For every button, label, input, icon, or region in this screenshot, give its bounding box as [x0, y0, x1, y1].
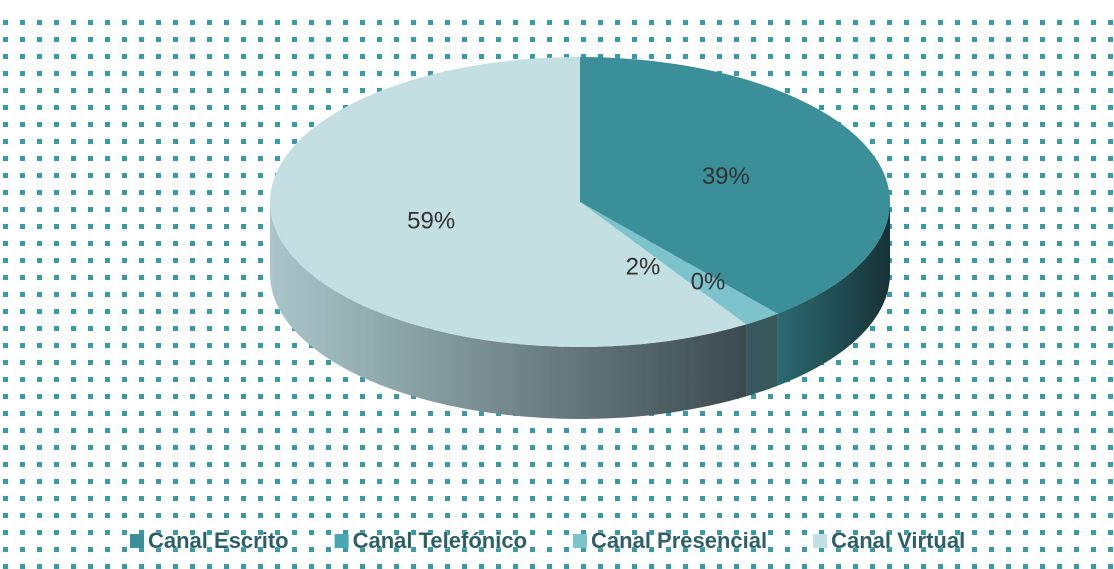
pie-slice: [269, 57, 747, 347]
legend-label: Canal Telefónico: [353, 528, 527, 553]
legend-label: Canal Escrito: [148, 528, 289, 553]
legend-marker: [813, 534, 828, 548]
pie-slice: [580, 202, 778, 325]
data-label: 0%: [691, 268, 726, 295]
data-label: 39%: [702, 163, 750, 190]
data-label: 59%: [407, 208, 455, 235]
pie-side: [270, 202, 747, 419]
pie-side: [777, 202, 890, 386]
pie-side: [746, 313, 778, 397]
legend-marker: [130, 534, 144, 548]
legend: Canal Escrito Canal Telefónico Canal Prese…: [130, 528, 966, 553]
data-label: 2%: [626, 253, 661, 280]
pie: 39% 0% 2% 59%: [269, 57, 890, 419]
legend-marker: [573, 534, 588, 548]
legend-marker: [334, 534, 349, 548]
legend-label: Canal Presencial: [591, 528, 767, 553]
legend-label: Canal Virtual: [831, 528, 965, 553]
pie-slice: [580, 57, 890, 314]
